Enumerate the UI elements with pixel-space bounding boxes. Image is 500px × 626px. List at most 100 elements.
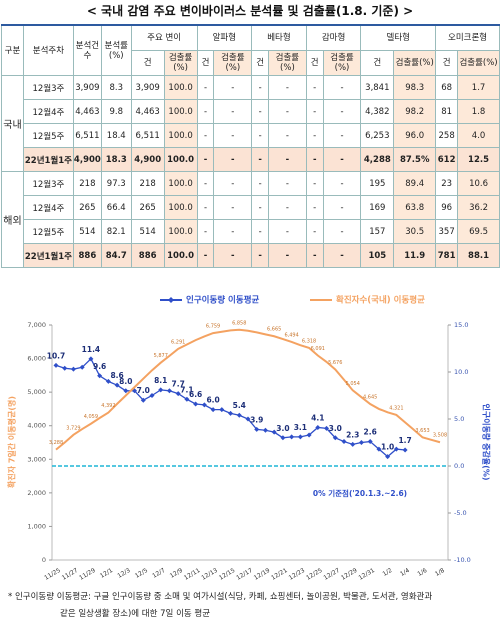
point-marker: [70, 366, 76, 372]
table-cell: -: [268, 75, 307, 100]
table-cell: 218: [130, 171, 165, 196]
data-label: 6,494: [284, 332, 298, 338]
x-tick-label: 12/1: [99, 567, 114, 580]
table-cell: 100.0: [163, 123, 198, 148]
header-cell: 주요 변이: [130, 24, 198, 51]
point-marker: [324, 425, 330, 431]
table-cell: 9.8: [100, 99, 132, 124]
table-cell: 100.0: [163, 75, 198, 100]
data-label: 3,288: [49, 440, 63, 446]
footnote: 같은 일상생활 장소)에 대한 7일 이동 평균: [60, 609, 211, 619]
table-cell: 81: [435, 99, 459, 124]
table-cell: 4,463: [72, 99, 102, 124]
table-cell: 4.0: [457, 123, 500, 148]
table-cell: -: [268, 171, 307, 196]
table-row: 12월5주 514 82.1 514 100.0- - - - - -157 30.5 357 69.5: [2, 219, 500, 244]
table-cell: -: [213, 123, 253, 148]
table-cell: -: [268, 219, 307, 244]
x-tick-label: 12/9: [169, 567, 184, 580]
data-label: 1.0: [381, 443, 394, 452]
table-cell: 88.1: [457, 243, 500, 268]
table-cell: -: [305, 123, 324, 148]
group-label: 국내: [1, 75, 24, 172]
table-cell: -: [322, 195, 362, 220]
point-marker: [166, 388, 172, 394]
x-tick-label: 11/27: [61, 567, 80, 582]
data-label: 7.7: [172, 380, 185, 389]
table-cell: -: [322, 147, 362, 172]
x-tick-label: 12/13: [200, 567, 219, 582]
data-label: 6,091: [311, 346, 325, 352]
y2-tick-label: 5.0: [454, 415, 464, 423]
x-tick-label: 12/19: [253, 567, 272, 582]
point-marker: [385, 454, 391, 460]
data-label: 2.6: [364, 428, 377, 437]
data-label: 5.4: [233, 401, 246, 410]
table-cell: 612: [435, 147, 459, 172]
y-tick-label: 5,000: [27, 388, 46, 396]
point-marker: [245, 416, 251, 422]
x-tick-label: 12/29: [340, 567, 359, 582]
data-label: 6.6: [189, 390, 202, 399]
table-cell: 12월5주: [22, 123, 74, 148]
data-label: 3.0: [276, 424, 289, 433]
table-cell: 3,909: [72, 75, 102, 100]
x-tick-label: 12/27: [323, 567, 342, 582]
table-cell: -: [305, 171, 324, 196]
y2-tick-label: -5.0: [454, 509, 467, 517]
y-tick-label: 2,000: [27, 489, 46, 497]
header-cell: 검출률(%): [457, 50, 500, 76]
table-row: 12월4주 265 66.4 265 100.0- - - - - -169 63.8 96 36.2: [2, 195, 500, 220]
data-label: 6,291: [171, 339, 185, 345]
header-cell: 검출률(%): [163, 50, 198, 76]
table-row: 22년1월1주 4,900 18.3 4,900 100.0- - - - - -4,288 87.…: [2, 147, 500, 172]
table-cell: 4,463: [130, 99, 165, 124]
point-marker: [175, 391, 181, 397]
table-cell: 22년1월1주: [22, 147, 74, 172]
table-cell: 258: [435, 123, 459, 148]
table-cell: -: [268, 195, 307, 220]
table-cell: 218: [72, 171, 102, 196]
variant-table: 구분 분석주차 분석건수 분석률(%) 주요 변이 알파형 베타형 감마형 델타형 오미크론형 건 검…: [1, 24, 500, 268]
point-marker: [88, 356, 94, 362]
x-tick-label: 12/5: [134, 567, 149, 580]
table-row: 22년1월1주 886 84.7 886 100.0- - - - - -105 11.9 781 88…: [2, 243, 500, 268]
point-marker: [306, 432, 312, 438]
data-label: 3,508: [433, 433, 447, 439]
table-cell: -: [251, 195, 270, 220]
table-cell: 265: [130, 195, 165, 220]
footnote: * 인구이동량 이동평균: 구글 인구이동량 중 소매 및 여가시설(식당, 카…: [8, 592, 433, 602]
table-cell: -: [268, 147, 307, 172]
table-cell: 157: [360, 219, 395, 244]
data-label: 6,858: [232, 320, 246, 326]
point-marker: [271, 429, 277, 435]
table-cell: -: [196, 243, 215, 268]
table-cell: -: [322, 171, 362, 196]
point-marker: [262, 427, 268, 433]
table-cell: 4,900: [130, 147, 165, 172]
table-cell: 18.4: [100, 123, 132, 148]
legend-label: 확진자수(국내) 이동평균: [336, 295, 425, 306]
table-cell: -: [322, 123, 362, 148]
table-cell: 8.3: [100, 75, 132, 100]
x-tick-label: 12/25: [305, 567, 324, 582]
table-cell: 10.6: [457, 171, 500, 196]
table-cell: -: [213, 75, 253, 100]
table-cell: 100.0: [163, 147, 198, 172]
header-cell: 감마형: [305, 24, 362, 51]
data-label: 7.0: [137, 386, 150, 395]
header-cell: 검출률(%): [393, 50, 437, 76]
table-cell: -: [305, 75, 324, 100]
point-marker: [367, 439, 373, 445]
data-label: 2.3: [346, 430, 359, 439]
table-cell: 100.0: [163, 99, 198, 124]
series-line: [55, 328, 441, 451]
point-marker: [149, 393, 155, 398]
table-cell: -: [322, 99, 362, 124]
point-marker: [315, 424, 321, 430]
data-label: 4,059: [84, 414, 98, 420]
annotation: 0% 기준점('20.1.3.~2.6): [313, 488, 407, 498]
point-marker: [236, 412, 242, 418]
data-label: 4,321: [389, 405, 403, 411]
table-cell: 4,288: [360, 147, 395, 172]
